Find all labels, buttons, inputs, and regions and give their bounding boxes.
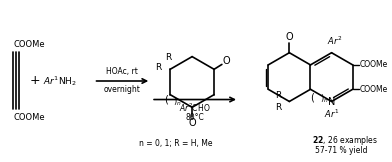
Text: (: ( [164, 94, 168, 104]
Text: N: N [328, 98, 335, 107]
Text: $\mathbf{22}$, 26 examples: $\mathbf{22}$, 26 examples [312, 134, 378, 147]
Text: 57-71 % yield: 57-71 % yield [315, 146, 367, 155]
Text: HOAc, rt: HOAc, rt [106, 67, 138, 76]
Text: O: O [285, 32, 293, 42]
Text: $Ar^2$: $Ar^2$ [327, 35, 342, 47]
Text: +: + [30, 75, 40, 87]
Text: COOMe: COOMe [14, 113, 45, 122]
Text: R: R [165, 53, 171, 62]
Text: 80°C: 80°C [186, 113, 204, 122]
Text: )$_n$: )$_n$ [320, 93, 329, 105]
Text: $Ar^1$NH$_2$: $Ar^1$NH$_2$ [43, 74, 77, 88]
Text: (: ( [310, 92, 314, 102]
Text: COOMe: COOMe [14, 40, 45, 49]
Text: COOMe: COOMe [359, 60, 388, 69]
Text: $Ar^1$: $Ar^1$ [324, 108, 339, 120]
Text: O: O [223, 57, 230, 66]
Text: R: R [275, 103, 281, 112]
Text: )$_n$: )$_n$ [173, 96, 182, 108]
Text: R: R [155, 63, 162, 72]
Text: overnight: overnight [103, 85, 140, 94]
Text: O: O [188, 118, 196, 128]
Text: R: R [275, 91, 281, 100]
Text: COOMe: COOMe [359, 85, 388, 94]
Text: n = 0, 1; R = H, Me: n = 0, 1; R = H, Me [139, 139, 212, 148]
Text: $Ar^2$CHO: $Ar^2$CHO [179, 101, 211, 114]
